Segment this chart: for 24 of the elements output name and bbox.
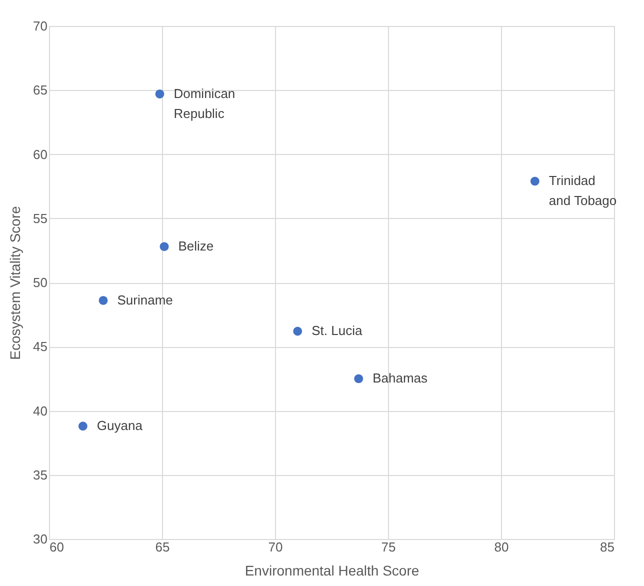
x-tick-label: 65: [155, 540, 170, 554]
x-axis-title: Environmental Health Score: [244, 562, 420, 578]
annotation: Trinidad and Tobago: [548, 173, 617, 208]
y-tick-label: 30: [33, 532, 48, 546]
y-axis-title: Ecosystem Vitality Score: [7, 206, 24, 360]
x-tick-label: 70: [268, 540, 283, 554]
x-tick-label: 85: [600, 540, 614, 554]
x-tick-label: 80: [494, 540, 509, 554]
annotation: Suriname: [117, 292, 173, 308]
y-tick-label: 50: [33, 275, 48, 290]
annotation: Bahamas: [372, 370, 428, 386]
annotation: Belize: [178, 238, 214, 254]
annotation: Dominican Republic: [174, 86, 236, 121]
annotation: St. Lucia: [312, 323, 363, 338]
x-tick-label: 60: [50, 540, 64, 554]
annotation: Guyana: [96, 418, 144, 434]
x-tick-label: 75: [381, 540, 396, 554]
y-tick-label: 55: [33, 210, 48, 226]
y-tick-label: 60: [33, 146, 48, 162]
y-tick-label: 45: [33, 339, 48, 354]
y-tick-label: 35: [33, 467, 48, 482]
y-tick-label: 40: [33, 403, 48, 418]
y-tick-label: 70: [33, 18, 48, 34]
y-tick-label: 65: [33, 82, 48, 98]
